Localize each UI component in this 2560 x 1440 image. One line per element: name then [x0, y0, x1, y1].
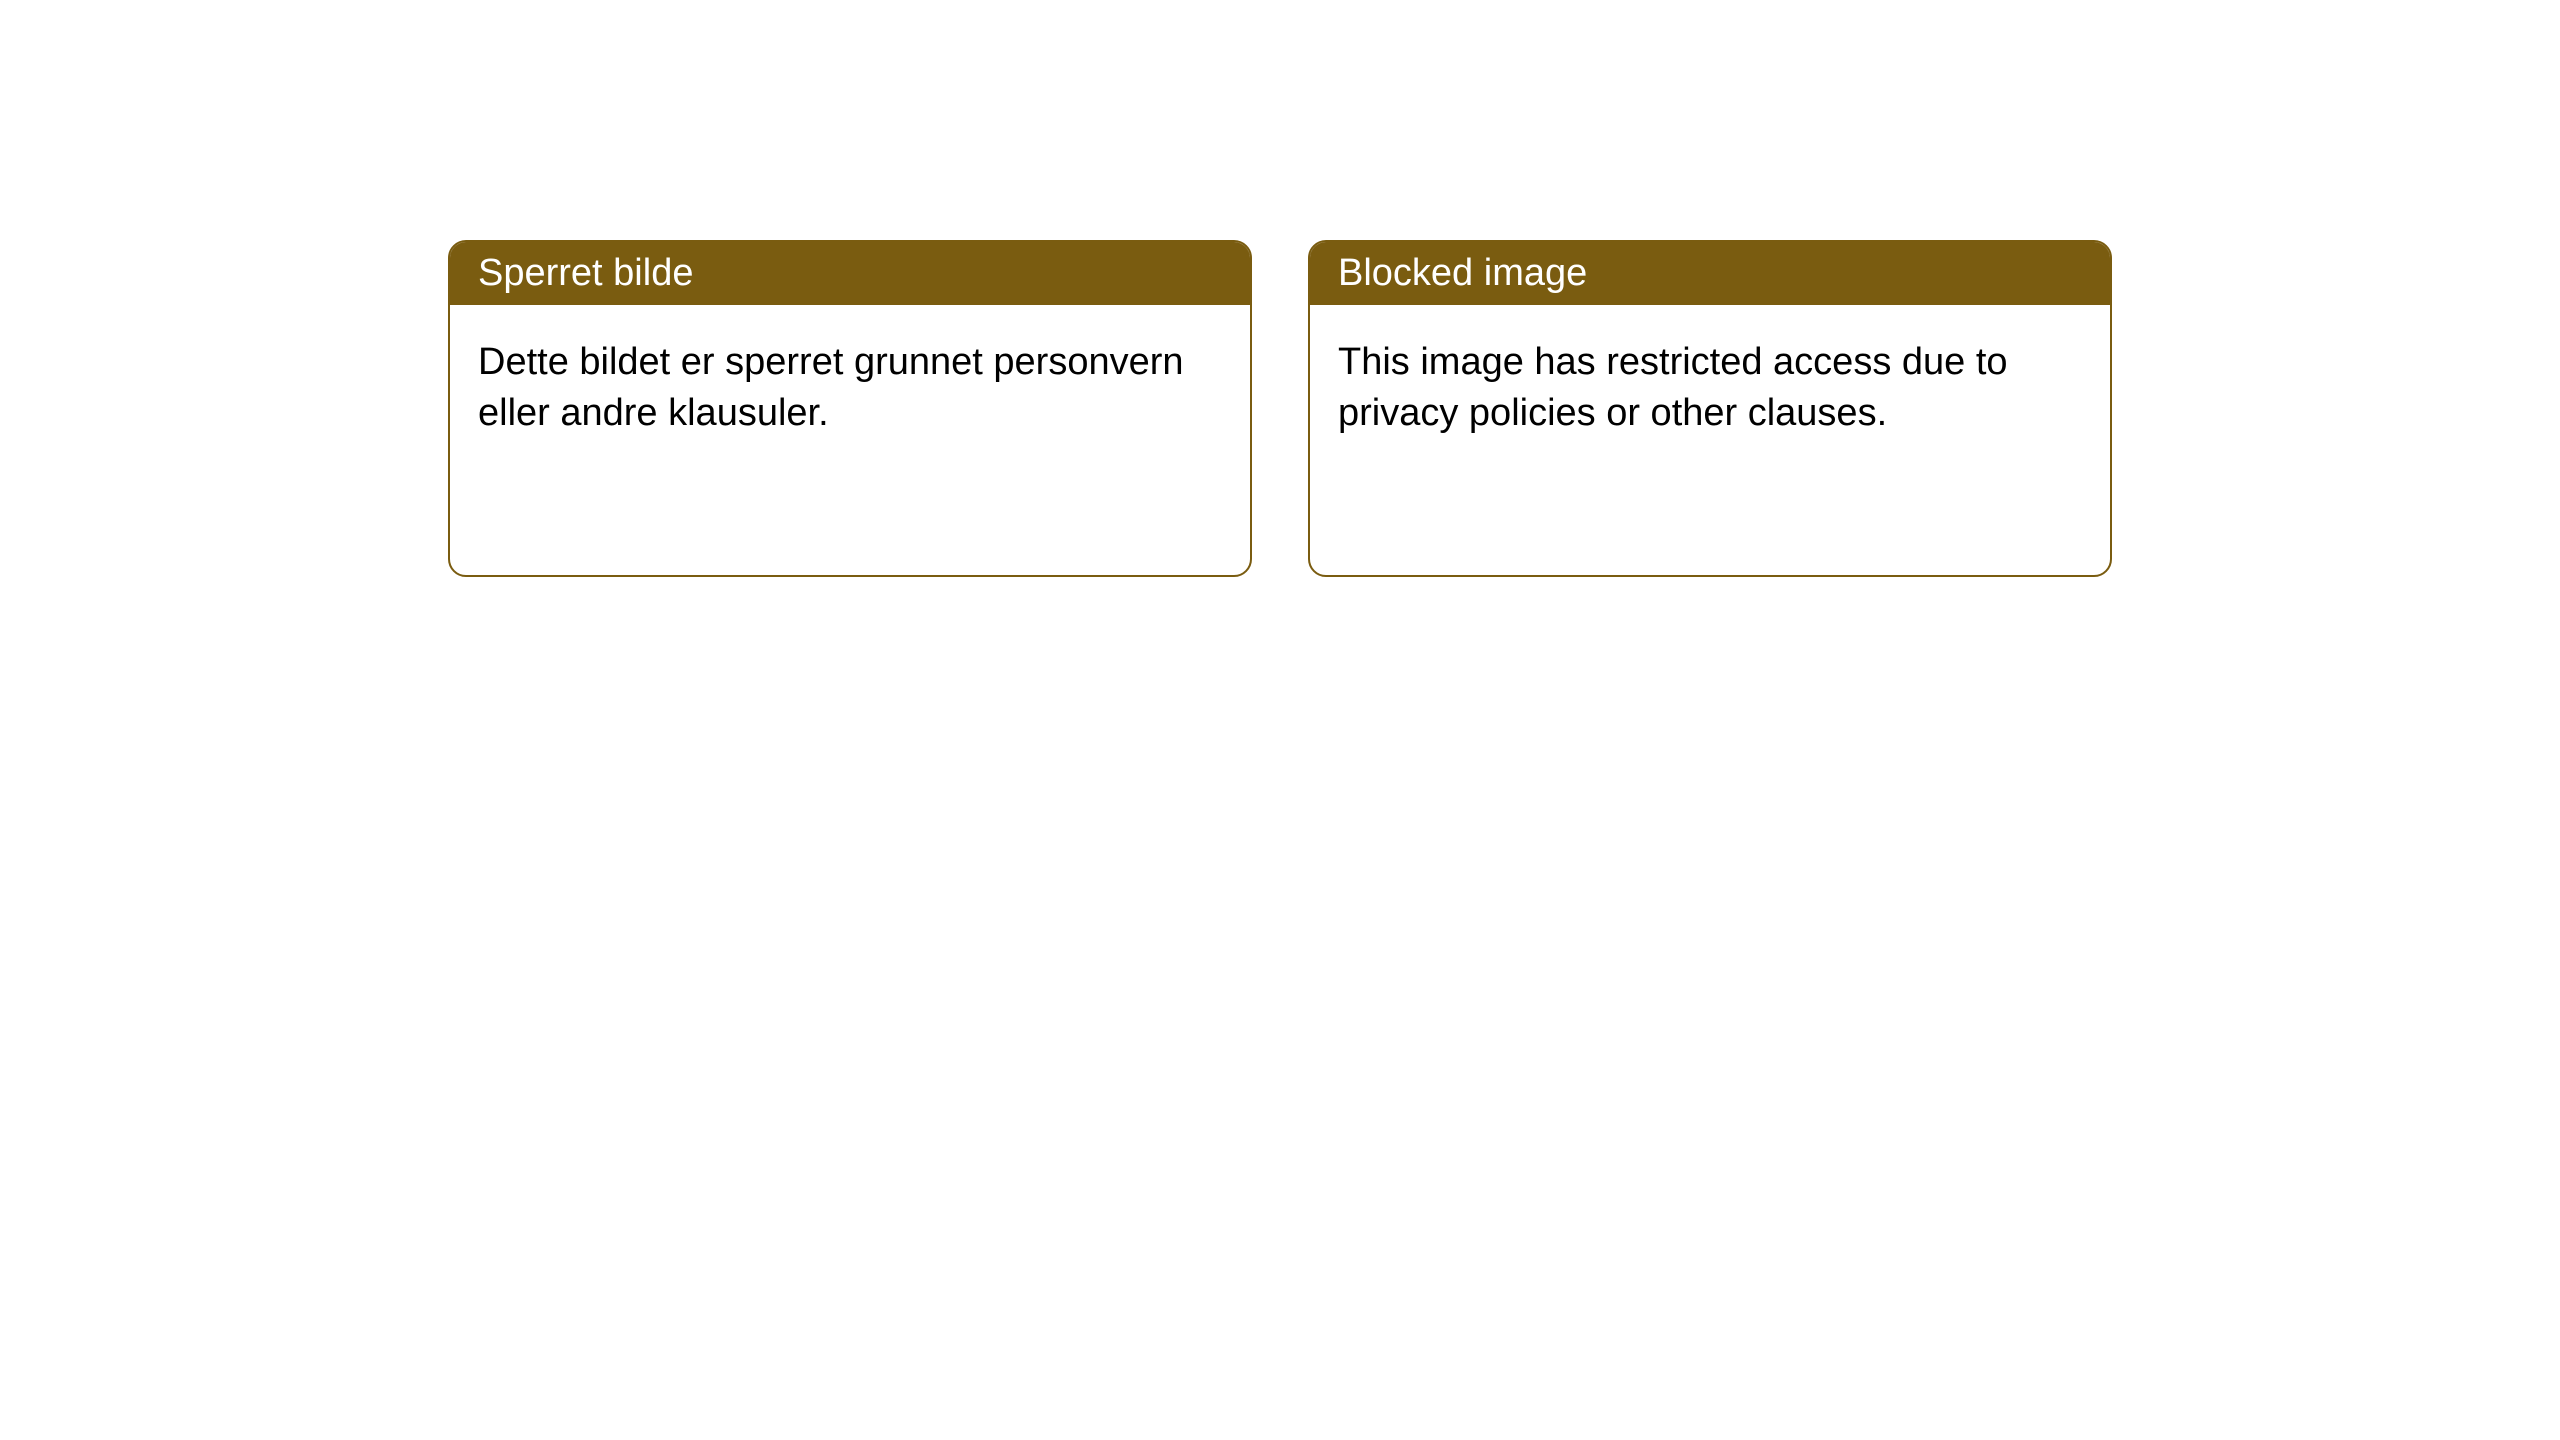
notice-cards-container: Sperret bilde Dette bildet er sperret gr…: [448, 240, 2112, 577]
card-body-text: Dette bildet er sperret grunnet personve…: [478, 341, 1184, 434]
notice-card-norwegian: Sperret bilde Dette bildet er sperret gr…: [448, 240, 1252, 577]
notice-card-english: Blocked image This image has restricted …: [1308, 240, 2112, 577]
card-body-text: This image has restricted access due to …: [1338, 341, 2008, 434]
card-header-norwegian: Sperret bilde: [450, 242, 1250, 305]
card-body-english: This image has restricted access due to …: [1310, 305, 2110, 575]
card-title: Sperret bilde: [478, 252, 693, 294]
card-header-english: Blocked image: [1310, 242, 2110, 305]
card-title: Blocked image: [1338, 252, 1587, 294]
card-body-norwegian: Dette bildet er sperret grunnet personve…: [450, 305, 1250, 575]
